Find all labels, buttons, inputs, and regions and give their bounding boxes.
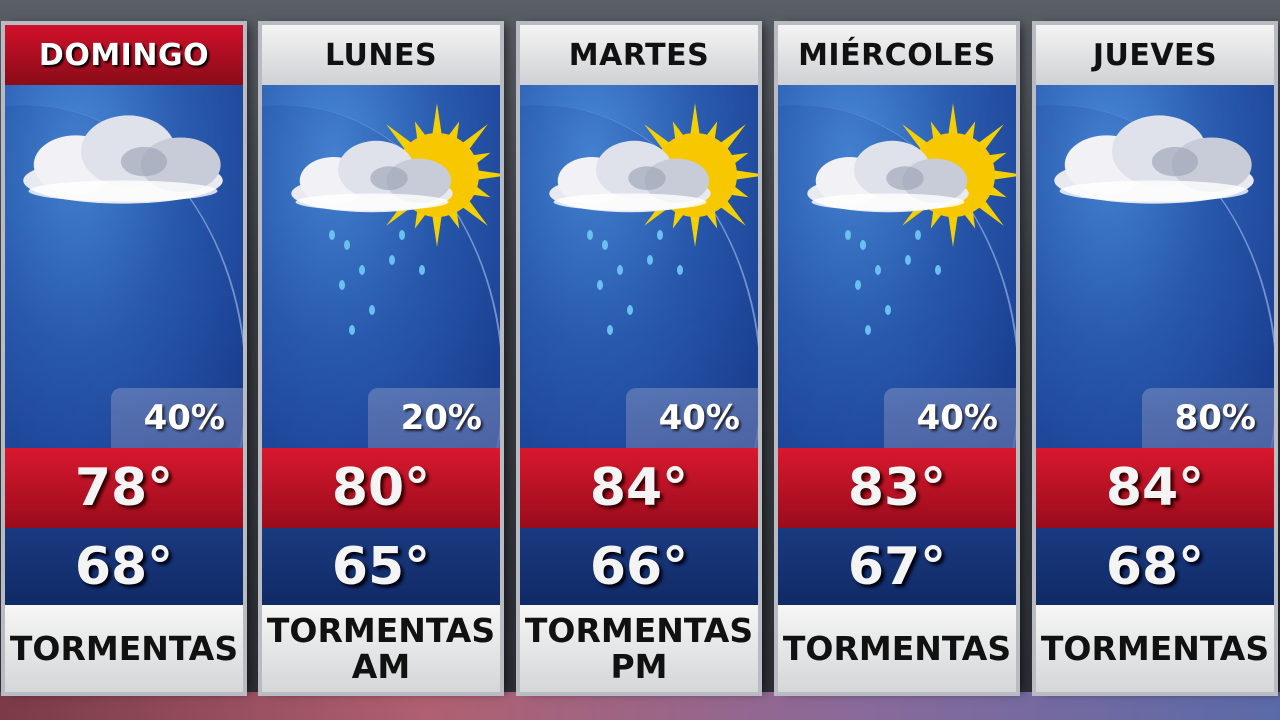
low-temp: 66° [520,528,758,605]
high-temp: 78° [5,448,243,528]
sky-panel: 80% [1036,85,1274,448]
high-temp: 80° [262,448,500,528]
cloudy-icon [1054,115,1254,204]
low-temp: 68° [5,528,243,605]
bottom-strip [0,692,1280,720]
cloud-shape [549,140,711,213]
forecast-day-3: MARTES 40% 84° 66° TORMENTAS PM [520,25,758,692]
cloud-shape [23,115,223,204]
condition: TORMENTAS [5,605,243,692]
sky-panel: 20% [262,85,500,448]
condition-line-2: PM [610,646,668,686]
condition: TORMENTAS [778,605,1016,692]
precip-chance: 20% [368,388,500,448]
day-name: JUEVES [1036,25,1274,85]
sun-cloud-rain-icon [291,103,500,335]
forecast-day-1: DOMINGO 40% 78° 68° TORMENTAS [5,25,243,692]
sun-cloud-rain-icon [807,103,1016,335]
day-name: LUNES [262,25,500,85]
day-name: MARTES [520,25,758,85]
forecast-day-2: LUNES 20% 80° 65° TORMENTAS AM [262,25,500,692]
day-name: MIÉRCOLES [778,25,1016,85]
condition: TORMENTAS PM [520,605,758,692]
condition-line-2: AM [351,646,411,686]
cloudy-icon [23,115,223,204]
condition-line-1: TORMENTAS [9,628,239,668]
condition: TORMENTAS [1036,605,1274,692]
cloud-shape [807,140,969,213]
low-temp: 65° [262,528,500,605]
high-temp: 84° [1036,448,1274,528]
high-temp: 84° [520,448,758,528]
condition: TORMENTAS AM [262,605,500,692]
cloud-shape [1054,115,1254,204]
high-temp: 83° [778,448,1016,528]
low-temp: 67° [778,528,1016,605]
precip-chance: 40% [111,388,243,448]
low-temp: 68° [1036,528,1274,605]
forecast-day-4: MIÉRCOLES 40% 83° 67° TORMENTAS [778,25,1016,692]
precip-chance: 80% [1142,388,1274,448]
precip-chance: 40% [884,388,1016,448]
sky-panel: 40% [520,85,758,448]
sun-cloud-rain-icon [549,103,758,335]
sky-panel: 40% [778,85,1016,448]
condition-line-1: TORMENTAS [1040,628,1270,668]
forecast-day-5: JUEVES 80% 84° 68° TORMENTAS [1036,25,1274,692]
sky-panel: 40% [5,85,243,448]
condition-line-1: TORMENTAS [782,628,1012,668]
day-name: DOMINGO [5,25,243,85]
condition-line-1: TORMENTAS [266,610,496,650]
precip-chance: 40% [626,388,758,448]
cloud-shape [291,140,453,213]
condition-line-1: TORMENTAS [524,610,754,650]
